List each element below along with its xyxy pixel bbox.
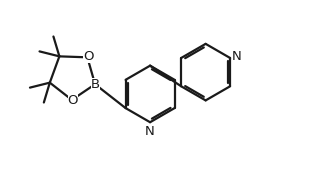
Text: O: O [68, 94, 78, 107]
Text: N: N [145, 125, 155, 138]
Text: O: O [83, 50, 93, 63]
Text: N: N [232, 51, 242, 64]
Text: B: B [91, 78, 100, 91]
